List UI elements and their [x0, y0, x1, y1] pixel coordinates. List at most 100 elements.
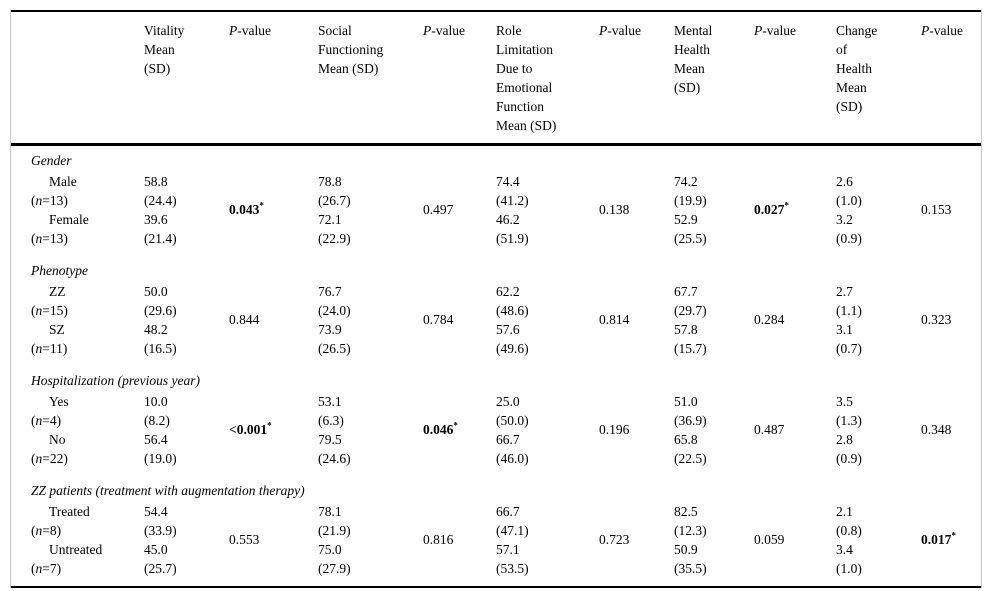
- mean-value: 66.7: [496, 504, 520, 519]
- group-n-label: (n=13): [31, 229, 144, 248]
- significance-asterisk: *: [259, 200, 264, 211]
- p-value: 0.487: [754, 422, 784, 437]
- measure-cell-role: 66.7 (47.1) 57.1 (53.5): [496, 502, 599, 587]
- mean-value: 57.8: [674, 322, 698, 337]
- sd-value: (24.6): [318, 451, 351, 466]
- sd-value: (36.9): [674, 413, 707, 428]
- p-number: 0.059: [754, 532, 785, 547]
- sd-value: (0.9): [836, 451, 862, 466]
- sd-value: (24.4): [144, 193, 177, 208]
- p-number: 0.017: [921, 532, 952, 547]
- mean-value: 67.7: [674, 284, 698, 299]
- group-label: Female: [49, 212, 89, 227]
- mean-value: 57.1: [496, 542, 520, 557]
- p-value: 0.196: [599, 422, 629, 437]
- group-n-label: (n=22): [31, 449, 144, 468]
- row-label-cell: Yes (n=4) No (n=22): [11, 392, 144, 476]
- section-header-row: ZZ patients (treatment with augmentation…: [11, 476, 981, 502]
- p-value: 0.138: [599, 202, 629, 217]
- n-open: (: [31, 561, 36, 576]
- significance-asterisk: *: [784, 200, 789, 211]
- group-n-label: (n=11): [31, 339, 144, 358]
- n-rest: =7): [42, 561, 62, 576]
- sd-value: (0.7): [836, 341, 862, 356]
- mean-value: 72.1: [318, 212, 342, 227]
- group-n-label: (n=7): [31, 559, 144, 578]
- p-value-cell: 0.487: [754, 392, 836, 476]
- mean-value: 58.8: [144, 174, 168, 189]
- sd-value: (41.2): [496, 193, 529, 208]
- section-title: ZZ patients (treatment with augmentation…: [31, 483, 305, 498]
- p-suffix: -value: [607, 23, 641, 38]
- p-suffix: -value: [762, 23, 796, 38]
- mean-value: 3.1: [836, 322, 853, 337]
- mean-value: 51.0: [674, 394, 698, 409]
- mean-value: 79.5: [318, 432, 342, 447]
- p-value: 0.043*: [229, 200, 264, 217]
- significance-asterisk: *: [453, 420, 458, 431]
- measure-cell-change: 2.6 (1.0) 3.2 (0.9): [836, 172, 921, 256]
- p-letter: P: [921, 23, 930, 38]
- row-label-cell: Treated (n=8) Untreated (n=7): [11, 502, 144, 587]
- p-value-cell: 0.043*: [229, 172, 318, 256]
- measure-cell-mental: 51.0 (36.9) 65.8 (22.5): [674, 392, 754, 476]
- p-number: 0.784: [423, 312, 454, 327]
- mean-value: 2.7: [836, 284, 853, 299]
- p-value-cell: 0.348: [921, 392, 981, 476]
- group-n-label: (n=13): [31, 191, 144, 210]
- sd-value: (35.5): [674, 561, 707, 576]
- p-number: 0.043: [229, 202, 260, 217]
- sd-value: (33.9): [144, 523, 177, 538]
- p-number: 0.348: [921, 422, 952, 437]
- mean-value: 73.9: [318, 322, 342, 337]
- section-title: Hospitalization (previous year): [31, 373, 200, 388]
- n-rest: =22): [42, 451, 68, 466]
- col-header-role-limitation: Role Limitation Due to Emotional Functio…: [496, 23, 557, 133]
- p-number: 0.196: [599, 422, 630, 437]
- p-value-cell: 0.814: [599, 282, 674, 366]
- sd-value: (8.2): [144, 413, 170, 428]
- p-number: 0.816: [423, 532, 454, 547]
- p-letter: P: [754, 23, 763, 38]
- mean-value: 3.4: [836, 542, 853, 557]
- sd-value: (51.9): [496, 231, 529, 246]
- significance-asterisk: *: [951, 530, 956, 541]
- mean-value: 52.9: [674, 212, 698, 227]
- p-value: 0.046*: [423, 420, 458, 437]
- row-label-cell: ZZ (n=15) SZ (n=11): [11, 282, 144, 366]
- col-header-social-functioning: Social Functioning Mean (SD): [318, 23, 384, 76]
- sd-value: (26.7): [318, 193, 351, 208]
- significance-asterisk: *: [267, 420, 272, 431]
- mean-value: 82.5: [674, 504, 698, 519]
- sd-value: (49.6): [496, 341, 529, 356]
- n-rest: =15): [42, 303, 68, 318]
- sd-value: (15.7): [674, 341, 707, 356]
- col-header-p-value: P-value: [229, 11, 318, 145]
- measure-cell-change: 3.5 (1.3) 2.8 (0.9): [836, 392, 921, 476]
- header-row: Vitality Mean (SD) P-value Social Functi…: [11, 11, 981, 145]
- p-value: 0.017*: [921, 530, 956, 547]
- mean-value: 66.7: [496, 432, 520, 447]
- measure-cell-vitality: 58.8 (24.4) 39.6 (21.4): [144, 172, 229, 256]
- p-value: 0.059: [754, 532, 784, 547]
- mean-value: 10.0: [144, 394, 168, 409]
- p-value-cell: <0.001*: [229, 392, 318, 476]
- measure-cell-role: 62.2 (48.6) 57.6 (49.6): [496, 282, 599, 366]
- n-symbol: n: [35, 193, 43, 208]
- mean-value: 57.6: [496, 322, 520, 337]
- p-letter: P: [423, 23, 432, 38]
- mean-value: 45.0: [144, 542, 168, 557]
- mean-value: 74.2: [674, 174, 698, 189]
- p-suffix: -value: [929, 23, 963, 38]
- sd-value: (46.0): [496, 451, 529, 466]
- sd-value: (22.9): [318, 231, 351, 246]
- mean-value: 2.6: [836, 174, 853, 189]
- p-letter: P: [599, 23, 608, 38]
- n-symbol: n: [35, 231, 43, 246]
- measure-cell-social: 76.7 (24.0) 73.9 (26.5): [318, 282, 423, 366]
- sd-value: (25.5): [674, 231, 707, 246]
- group-label: Treated: [49, 504, 90, 519]
- sd-value: (0.9): [836, 231, 862, 246]
- col-header-p-value: P-value: [921, 11, 981, 145]
- col-header-p-value: P-value: [754, 11, 836, 145]
